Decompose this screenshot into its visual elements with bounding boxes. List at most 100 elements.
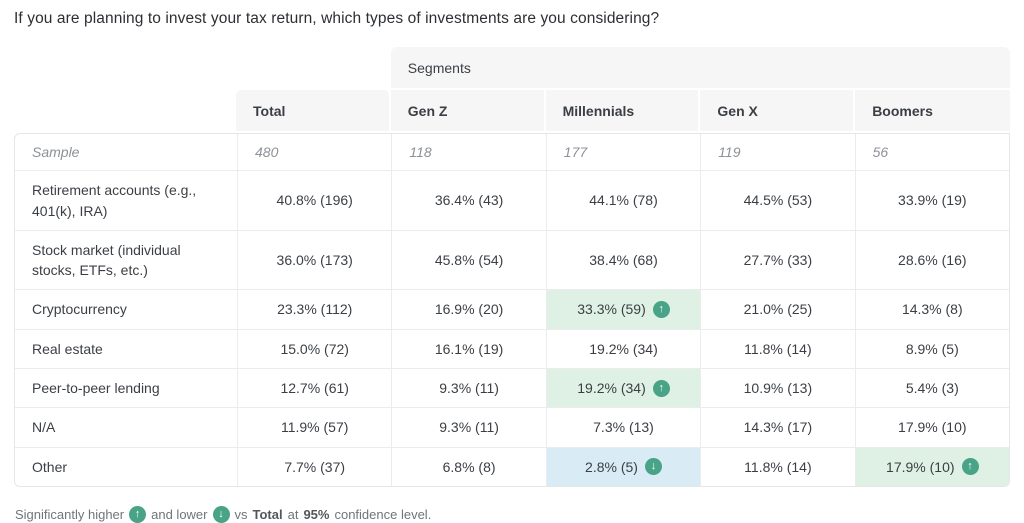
data-cell: 9.3% (11): [391, 408, 545, 447]
table-row-n-a: N/A 11.9% (57) 9.3% (11) 7.3% (13) 14.3% (17…: [15, 407, 1009, 447]
data-cell: 19.2% (34) ↑: [545, 369, 701, 408]
significant-lower-icon: ↓: [644, 458, 662, 476]
data-cell: 10.9% (13): [700, 369, 854, 408]
column-header-gen-z: Gen Z: [390, 90, 546, 131]
cell-value: 33.3% (59): [577, 301, 646, 318]
data-cell: 6.8% (8): [391, 447, 545, 486]
cell-value: 16.9% (20): [434, 301, 504, 318]
sample-row: Sample 480 118 177 119 56: [15, 134, 1009, 171]
row-label: Real estate: [32, 340, 103, 357]
data-cell: 14.3% (8): [854, 290, 1009, 329]
data-cell: 17.9% (10) ↑: [854, 447, 1009, 486]
data-cell: 16.1% (19): [391, 329, 545, 369]
data-cell: 2.8% (5) ↓: [545, 447, 701, 486]
cell-value: 40.8% (196): [276, 192, 353, 209]
significant-higher-icon: ↑: [129, 505, 147, 523]
cell-value: 7.7% (37): [284, 458, 346, 475]
cell-value: 45.8% (54): [434, 252, 504, 269]
cell-value: 6.8% (8): [442, 458, 496, 475]
data-cell: 44.5% (53): [700, 171, 854, 230]
cell-value: 480: [255, 144, 279, 160]
row-label: Retirement accounts (e.g., 401(k), IRA): [32, 182, 197, 219]
page-title: If you are planning to invest your tax r…: [14, 10, 660, 27]
data-cell: 38.4% (68): [545, 230, 700, 290]
cell-value: 16.1% (19): [434, 340, 504, 357]
data-cell: 11.8% (14): [700, 447, 854, 486]
legend-text-at: at: [287, 506, 299, 522]
data-cell: 28.6% (16): [854, 230, 1009, 290]
cell-value: 11.8% (14): [744, 340, 812, 357]
cell-value: 36.4% (43): [434, 192, 504, 209]
legend-text-lower: and lower: [151, 506, 208, 522]
data-cell: 44.1% (78): [545, 171, 700, 230]
data-cell: 36.4% (43): [391, 171, 545, 230]
cell-value: 17.9% (10): [898, 419, 967, 436]
data-cell: 45.8% (54): [391, 230, 545, 290]
cell-value: 27.7% (33): [743, 252, 813, 269]
table-header-row: Total Gen Z Millennials Gen X Boomers: [14, 90, 1010, 131]
cell-value: 15.0% (72): [280, 340, 349, 357]
data-cell: 480: [237, 134, 391, 171]
significant-higher-icon: ↑: [961, 458, 979, 476]
table-row-cryptocurrency: Cryptocurrency 23.3% (112) 16.9% (20) 33.3%…: [15, 289, 1009, 329]
table-row-stock-market-individual-stocks-etfs-etc: Stock market (individual stocks, ETFs, e…: [15, 229, 1009, 290]
significant-higher-icon: ↑: [652, 379, 670, 397]
cell-value: 177: [563, 144, 588, 160]
cell-value: 11.9% (57): [280, 419, 349, 436]
row-label: Cryptocurrency: [32, 301, 127, 318]
survey-table-body: Sample 480 118 177 119 56 Retirement accounts …: [14, 133, 1010, 487]
column-header-total: Total: [236, 90, 391, 131]
segments-band-row: Segments: [14, 47, 1010, 90]
data-cell: 11.9% (57): [237, 408, 391, 447]
legend-total-label: Total: [252, 506, 283, 522]
data-cell: 9.3% (11): [391, 369, 545, 408]
cell-value: 36.0% (173): [276, 252, 353, 269]
corner-cell: [14, 90, 236, 131]
cell-value: 17.9% (10): [886, 458, 955, 475]
cell-value: 11.8% (14): [744, 458, 812, 475]
cell-value: 19.2% (34): [589, 340, 658, 357]
data-cell: 40.8% (196): [237, 171, 391, 230]
data-cell: 33.3% (59) ↑: [545, 290, 701, 329]
data-cell: 177: [545, 134, 700, 171]
cell-value: 23.3% (112): [277, 301, 353, 318]
data-cell: 119: [700, 134, 854, 171]
data-cell: 33.9% (19): [854, 171, 1009, 230]
row-label: Stock market (individual stocks, ETFs, e…: [32, 241, 181, 279]
cell-value: 14.3% (17): [743, 419, 813, 436]
data-cell: 7.3% (13): [545, 408, 700, 447]
table-row-retirement-accounts-e-g-401-k-ira: Retirement accounts (e.g., 401(k), IRA) 4…: [15, 170, 1009, 230]
cell-value: 28.6% (16): [898, 252, 967, 269]
row-label: Sample: [32, 144, 80, 160]
row-label: N/A: [32, 419, 56, 436]
data-cell: 19.2% (34): [545, 329, 700, 369]
column-header-millennials: Millennials: [545, 90, 701, 131]
cell-value: 44.1% (78): [589, 192, 658, 209]
cell-value: 2.8% (5): [585, 458, 638, 475]
cell-value: 19.2% (34): [577, 380, 646, 397]
data-cell: 27.7% (33): [700, 230, 854, 290]
table-row-other: Other 7.7% (37) 6.8% (8) 2.8% (5) ↓ 11.8% (14…: [15, 446, 1009, 486]
data-cell: 36.0% (173): [237, 230, 391, 290]
row-label: Peer-to-peer lending: [32, 380, 160, 397]
table-row-peer-to-peer-lending: Peer-to-peer lending 12.7% (61) 9.3% (11) 1…: [15, 368, 1009, 408]
data-cell: 7.7% (37): [237, 447, 391, 486]
legend-confidence-value: 95%: [303, 506, 330, 522]
cell-value: 8.9% (5): [905, 340, 959, 357]
legend-text-higher: Significantly higher: [15, 506, 125, 522]
cell-value: 33.9% (19): [898, 192, 967, 209]
legend-text-confidence: confidence level.: [334, 506, 432, 522]
data-cell: 21.0% (25): [700, 290, 854, 329]
data-cell: 8.9% (5): [854, 329, 1009, 369]
cell-value: 118: [409, 144, 432, 160]
significant-higher-icon: ↑: [652, 301, 670, 319]
cell-value: 10.9% (13): [743, 380, 813, 397]
cell-value: 5.4% (3): [905, 380, 959, 397]
significance-legend: Significantly higher ↑ and lower ↓ vs To…: [14, 505, 1010, 523]
cell-value: 9.3% (11): [439, 419, 499, 436]
data-cell: 15.0% (72): [237, 329, 391, 369]
significant-lower-icon: ↓: [212, 505, 230, 523]
segments-group-label: Segments: [407, 59, 471, 76]
data-cell: 14.3% (17): [700, 408, 854, 447]
